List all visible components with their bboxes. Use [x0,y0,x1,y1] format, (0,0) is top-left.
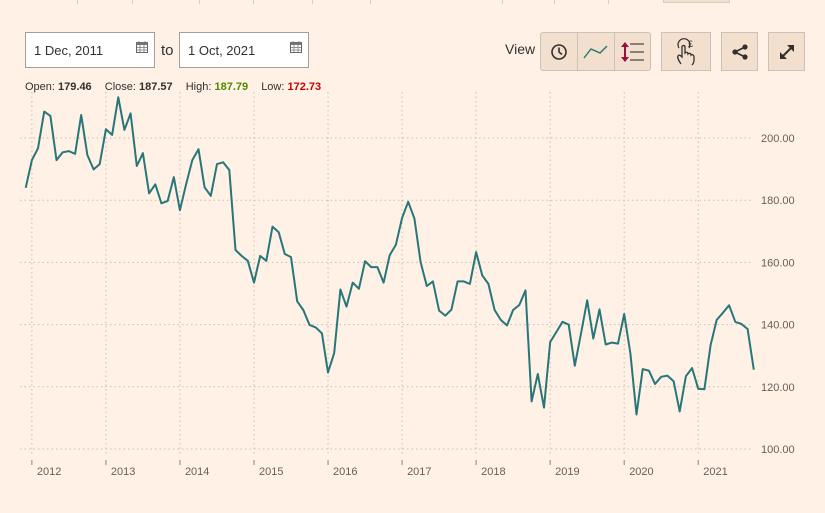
share-icon [731,43,748,60]
svg-text:£: £ [688,39,693,49]
calendar-icon[interactable] [290,41,302,53]
y-tick-label: 200.00 [761,133,795,145]
x-tick-label: 2019 [555,466,579,478]
clock-icon [551,43,567,60]
pound-touch-icon: £ [677,37,695,65]
selected-tab[interactable] [663,0,730,3]
to-label: to [161,42,174,59]
x-tick-label: 2021 [703,466,727,478]
line-chart-icon [583,45,608,58]
vertical-scale-icon [620,41,644,62]
price-line [24,96,755,416]
from-date-input[interactable]: 1 Dec, 2011 [25,32,155,68]
high-value: 187.79 [214,81,249,93]
y-tick-label: 160.00 [761,257,795,269]
x-tick-label: 2017 [407,466,431,478]
expand-button[interactable] [768,32,805,71]
time-view-button[interactable] [540,32,578,71]
y-tick-label: 100.00 [761,444,795,456]
pound-touch-button[interactable]: £ [661,32,711,71]
x-tick-label: 2013 [111,466,135,478]
calendar-icon[interactable] [136,41,148,53]
expand-icon [779,44,794,59]
share-button[interactable] [721,32,758,71]
low-value: 172.73 [287,81,322,93]
y-tick-label: 180.00 [761,195,795,207]
open-value: 179.46 [58,81,92,93]
ohlc-summary: Open: 179.46 Close: 187.57 High: 187.79 … [25,81,321,93]
low-label: Low: [261,81,285,93]
high-label: High: [185,81,212,93]
x-tick-label: 2016 [333,466,357,478]
x-tick-label: 2020 [629,466,653,478]
scale-button[interactable] [614,32,651,71]
close-value: 187.57 [139,81,173,93]
view-label: View [505,41,536,57]
y-tick-label: 120.00 [761,382,795,394]
open-label: Open: [25,81,55,93]
from-date-value: 1 Dec, 2011 [34,43,104,58]
to-date-input[interactable]: 1 Oct, 2021 [179,32,309,68]
line-chart-button[interactable] [577,32,615,71]
to-date-value: 1 Oct, 2021 [188,43,256,58]
y-tick-label: 140.00 [761,320,795,332]
x-tick-label: 2012 [37,466,61,478]
x-tick-label: 2014 [185,466,209,478]
x-tick-label: 2015 [259,466,283,478]
x-tick-label: 2018 [481,466,505,478]
close-label: Close: [104,81,136,93]
